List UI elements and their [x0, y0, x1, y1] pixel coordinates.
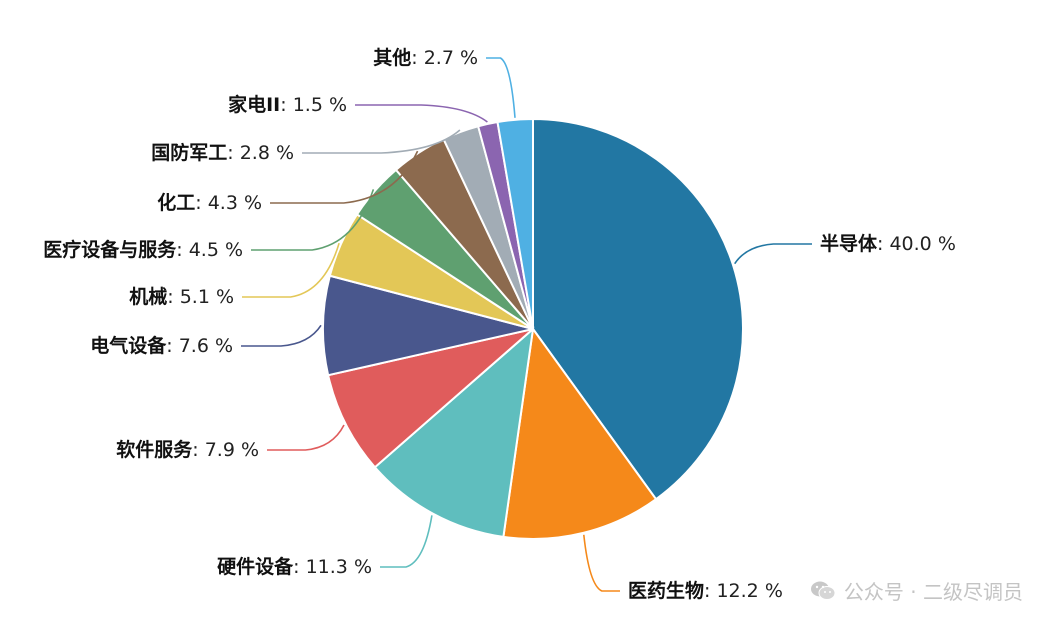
slice-label-name: 其他 [373, 46, 411, 69]
wechat-icon [810, 580, 836, 602]
slice-label-value: 12.2 % [716, 580, 782, 602]
slice-labels: 半导体: 40.0 % 医药生物: 12.2 % 硬件设备: 11.3 % 软件服务:… [43, 46, 956, 602]
slice-label-value: 1.5 % [293, 94, 347, 116]
leader-line-9 [302, 129, 461, 154]
pie-slice-4 [326, 328, 534, 469]
leader-line-2 [583, 534, 620, 592]
slice-label-value: 11.3 % [306, 556, 372, 578]
slice-label-name: 软件服务 [116, 438, 193, 461]
leader-line-11 [486, 57, 516, 118]
slice-label-8: 化工: 4.3 % [157, 191, 262, 214]
watermark: 公众号 · 二级尽调员 [810, 576, 1023, 605]
slice-label-separator: : [280, 94, 292, 116]
slice-label-separator: : [227, 142, 239, 164]
slice-label-11: 其他: 2.7 % [373, 46, 478, 69]
leader-line-7 [251, 189, 375, 251]
slice-label-name: 化工 [157, 191, 195, 214]
slice-label-1: 半导体: 40.0 % [820, 232, 956, 255]
slice-label-name: 电气设备 [90, 334, 167, 357]
slice-label-name: 半导体 [820, 232, 878, 255]
slice-label-separator: : [704, 580, 716, 602]
slice-label-separator: : [293, 556, 305, 578]
slice-label-separator: : [877, 233, 889, 255]
leader-line-3 [380, 515, 433, 568]
slice-label-value: 7.9 % [205, 439, 259, 461]
slice-label-value: 4.3 % [208, 192, 262, 214]
slice-label-separator: : [192, 439, 204, 461]
pie-slice-1 [532, 117, 744, 501]
slice-label-3: 硬件设备: 11.3 % [217, 555, 372, 578]
slice-label-separator: : [166, 335, 178, 357]
slice-label-value: 2.8 % [240, 142, 294, 164]
slice-label-name: 医疗设备与服务 [43, 238, 177, 261]
slice-label-value: 5.1 % [180, 286, 234, 308]
watermark-text: 公众号 · 二级尽调员 [843, 580, 1023, 604]
slice-label-name: 硬件设备 [217, 555, 294, 578]
slice-label-value: 40.0 % [889, 233, 955, 255]
leader-line-4 [267, 424, 345, 451]
leader-lines [241, 57, 812, 592]
slice-label-2: 医药生物: 12.2 % [628, 579, 783, 602]
pie-slice-11 [496, 117, 534, 330]
leader-line-1 [734, 243, 812, 265]
pie-slices [322, 117, 744, 540]
slice-label-9: 国防军工: 2.8 % [151, 141, 294, 164]
leader-line-8 [270, 150, 419, 204]
slice-label-value: 7.6 % [179, 335, 233, 357]
leader-line-5 [241, 324, 322, 347]
pie-slice-5 [322, 274, 534, 377]
pie-slice-2 [502, 326, 658, 540]
slice-label-name: 国防军工 [151, 141, 227, 164]
slice-label-6: 机械: 5.1 % [129, 285, 234, 308]
slice-label-value: 2.7 % [424, 47, 478, 69]
slice-label-name: 家电II [228, 93, 280, 116]
slice-label-10: 家电II: 1.5 % [228, 93, 347, 116]
leader-line-6 [242, 242, 340, 298]
slice-label-5: 电气设备: 7.6 % [90, 334, 233, 357]
slice-label-separator: : [176, 239, 188, 261]
slice-label-4: 软件服务: 7.9 % [116, 438, 259, 461]
leader-line-10 [355, 104, 488, 123]
slice-label-separator: : [195, 192, 207, 214]
slice-label-value: 4.5 % [189, 239, 243, 261]
slice-label-separator: : [167, 286, 179, 308]
slice-label-separator: : [411, 47, 423, 69]
slice-label-7: 医疗设备与服务: 4.5 % [43, 238, 243, 261]
pie-slice-3 [373, 326, 535, 539]
slice-label-name: 机械 [129, 285, 167, 308]
slice-label-name: 医药生物 [628, 579, 704, 602]
